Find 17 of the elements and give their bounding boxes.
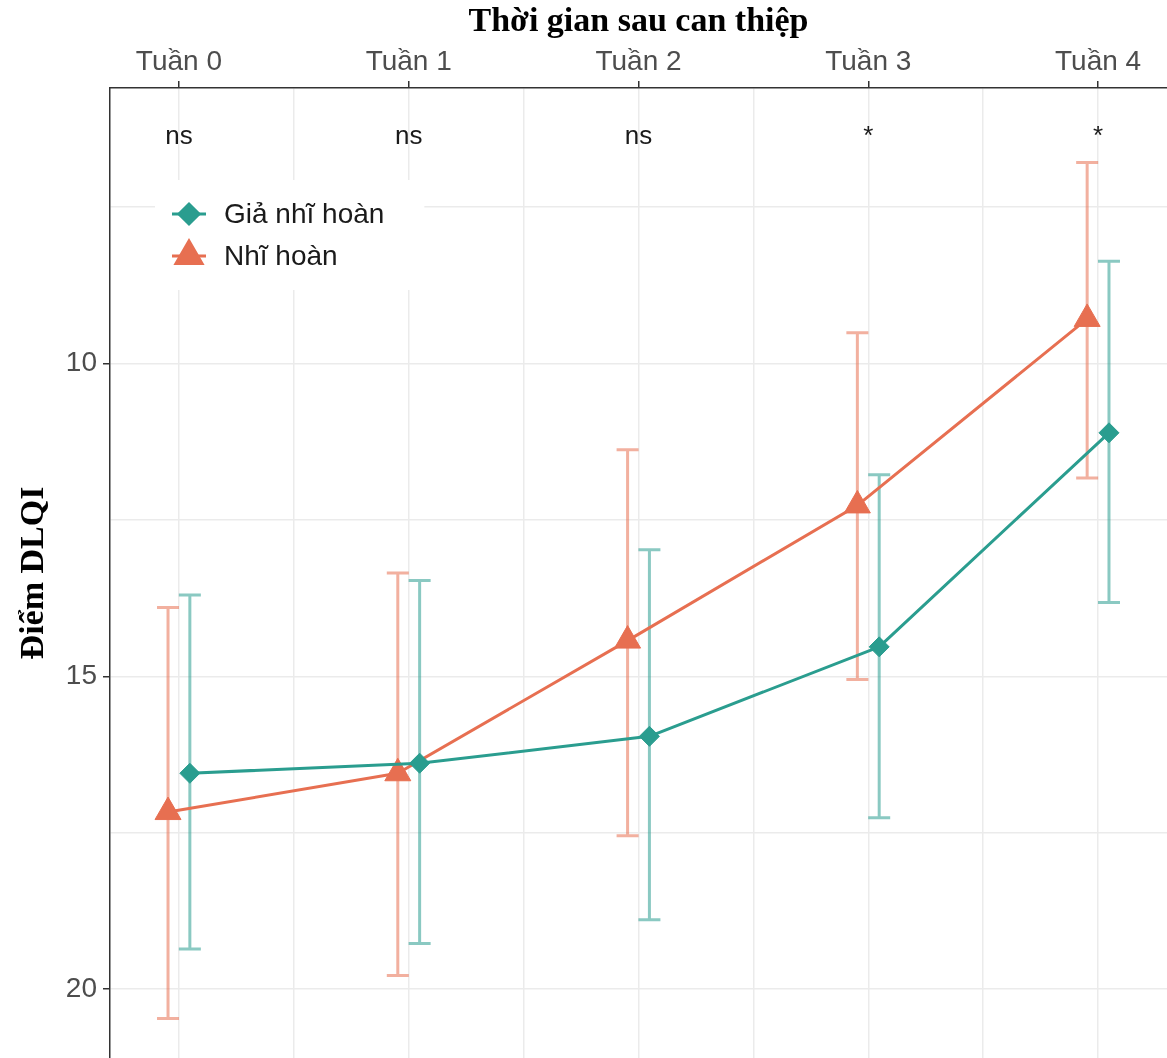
y-tick-label: 15 [65,658,97,690]
x-axis-title: Thời gian sau can thiệp [468,1,809,39]
x-tick-label: Tuần 3 [825,44,912,76]
x-tick-label: Tuần 4 [1054,44,1142,76]
x-tick-label: Tuần 2 [595,44,682,76]
legend-label: Nhĩ hoàn [224,239,338,271]
annotation: ns [165,120,193,151]
annotation: * [1093,120,1104,151]
x-tick-label: Tuần 1 [365,44,452,76]
y-tick-label: 10 [65,346,97,378]
y-axis-title: Điểm DLQI [13,486,51,660]
y-tick-label: 20 [65,971,97,1003]
legend-label: Giả nhĩ hoàn [224,197,385,229]
annotation: * [863,120,874,151]
x-tick-label: Tuần 0 [135,44,223,76]
annotation: ns [624,120,653,151]
annotation: ns [394,120,423,151]
